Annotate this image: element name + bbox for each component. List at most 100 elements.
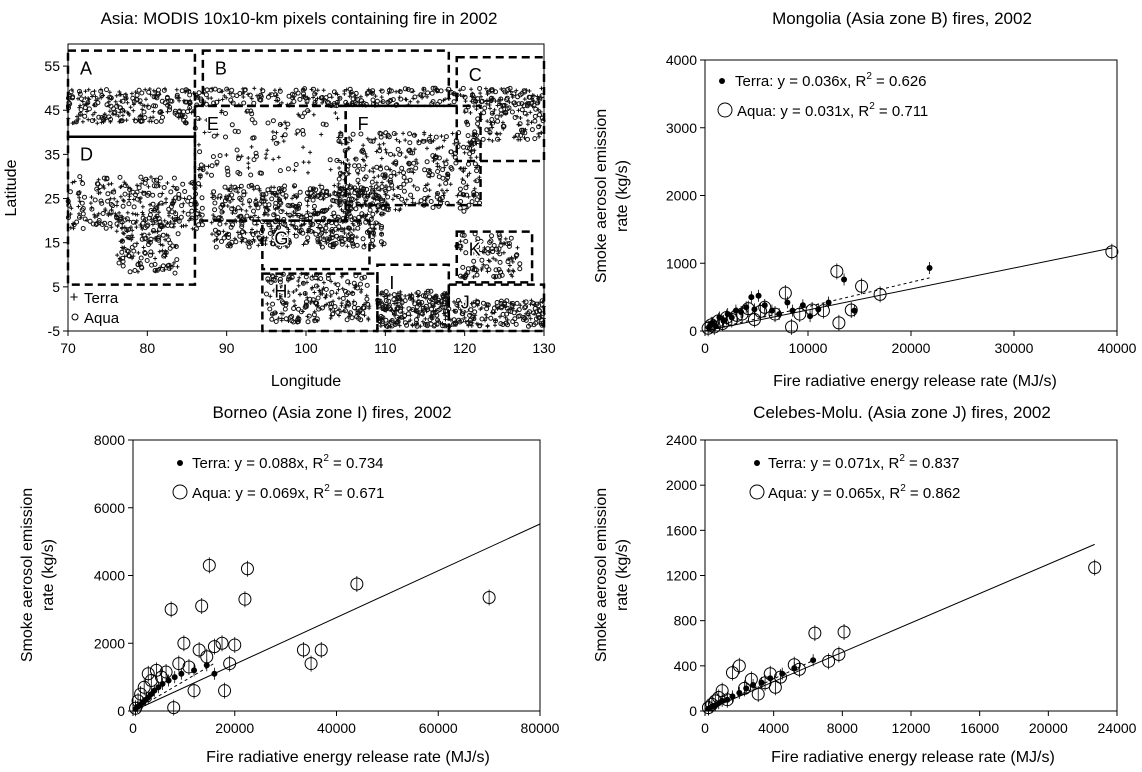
terra-marker [750, 682, 757, 689]
aqua-marker [215, 636, 229, 650]
aqua-marker [149, 663, 163, 677]
aqua-marker [1088, 561, 1102, 575]
legend-terra-r2: = 0.734 [329, 455, 384, 472]
aqua-marker [167, 701, 181, 715]
svg-text:Aqua: y = 0.065x, R2 = 0.862: Aqua: y = 0.065x, R2 = 0.862 [768, 483, 960, 502]
aqua-marker [141, 667, 155, 681]
aqua-point [832, 646, 846, 663]
chart-title: Borneo (Asia zone I) fires, 2002 [212, 403, 451, 422]
y-tick-label: 4000 [94, 568, 125, 584]
terra-marker [712, 322, 719, 329]
terra-point [926, 261, 933, 274]
x-tick-label: 40000 [317, 720, 356, 736]
aqua-point [167, 699, 181, 716]
terra-marker [720, 317, 727, 324]
zone-box-k [455, 230, 534, 284]
y-tick-label: 6000 [94, 500, 125, 516]
legend-terra-r2: = 0.837 [905, 455, 960, 472]
zone-box-d [66, 135, 197, 286]
legend-aqua-r2: = 0.711 [875, 103, 929, 120]
aqua-point [228, 636, 242, 653]
aqua-marker [134, 687, 148, 701]
aqua-point [830, 263, 844, 280]
plot-area [701, 439, 1118, 716]
legend-terra-label: Terra [735, 73, 770, 90]
terra-point [165, 674, 172, 687]
legend: + Terra Aqua [70, 289, 120, 327]
terra-point [211, 667, 218, 680]
aqua-fit-line [132, 523, 541, 712]
terra-point [724, 693, 731, 706]
y-tick-label: 2400 [666, 432, 697, 448]
terra-marker [732, 307, 739, 314]
y-tick-label: 1600 [666, 522, 697, 538]
aqua-point [144, 672, 158, 689]
terra-point [729, 690, 736, 703]
terra-point [171, 671, 178, 684]
terra-marker [767, 675, 774, 682]
terra-marker [728, 314, 735, 321]
terra-marker [178, 670, 185, 677]
aqua-point [240, 560, 254, 577]
aqua-point [207, 638, 221, 655]
x-tick-label: 24000 [1098, 720, 1137, 736]
x-tick-label: 100 [294, 340, 318, 356]
legend-aqua-marker [71, 313, 79, 321]
aqua-point [873, 286, 887, 303]
zone-box-j [447, 283, 546, 333]
terra-marker [784, 299, 791, 306]
aqua-marker [855, 279, 869, 293]
x-tick-label: 130 [532, 340, 556, 356]
x-tick-label: 120 [453, 340, 477, 356]
legend-terra-fit: : y = 0.088x, R [226, 455, 323, 472]
aqua-marker [751, 687, 765, 701]
terra-point [776, 308, 783, 321]
plot-area [701, 59, 1119, 337]
terra-point [159, 677, 166, 690]
terra-point [712, 319, 719, 332]
svg-text:Aqua: y = 0.069x, R2 = 0.671: Aqua: y = 0.069x, R2 = 0.671 [192, 483, 384, 502]
y-tick-label: 55 [44, 58, 60, 74]
y-axis-title: Latitude [3, 159, 20, 216]
aqua-point [137, 679, 151, 696]
plot-frame [704, 59, 1118, 332]
legend-aqua-label: Aqua [192, 485, 228, 502]
terra-marker [815, 306, 822, 313]
terra-point [732, 304, 739, 317]
terra-point [736, 686, 743, 699]
fire-map-area [65, 85, 546, 329]
aqua-point [314, 642, 328, 659]
zone-box-a [66, 49, 197, 138]
legend: Terra: y = 0.071x, R2 = 0.837 Aqua: y = … [749, 453, 960, 502]
terra-point [750, 679, 757, 692]
terra-marker [719, 697, 726, 704]
zone-box-g [261, 219, 371, 271]
terra-point [706, 320, 713, 333]
y-ticks: 0 400 800 1200 1600 2000 2400 [666, 432, 705, 719]
y-tick-label: 0 [117, 703, 125, 719]
aqua-point [187, 682, 201, 699]
zone-box-b [201, 49, 451, 108]
aqua-marker [240, 562, 254, 576]
terra-marker [810, 657, 817, 664]
legend-aqua-r2: = 0.862 [906, 485, 961, 502]
terra-marker [926, 264, 933, 271]
x-ticks: 0 10000 20000 30000 40000 [701, 331, 1137, 356]
aqua-marker [482, 591, 496, 605]
aqua-point [159, 664, 173, 681]
terra-marker [776, 311, 783, 318]
aqua-point [192, 642, 206, 659]
terra-point [191, 664, 198, 677]
aqua-point [482, 589, 496, 606]
x-tick-label: 30000 [995, 340, 1034, 356]
chart-title: Celebes-Molu. (Asia zone J) fires, 2002 [753, 403, 1051, 422]
x-tick-label: 110 [374, 340, 397, 356]
legend-terra-marker: + [70, 289, 79, 306]
terra-marker [724, 696, 731, 703]
y-axis-title-line1: Smoke aerosol emission [593, 109, 610, 283]
aqua-point [751, 686, 765, 703]
panel-borneo: Borneo (Asia zone I) fires, 2002 0 20000 4… [19, 403, 560, 766]
legend-terra-label: Terra [84, 290, 119, 307]
terra-marker [751, 306, 758, 313]
terra-point [755, 289, 762, 302]
